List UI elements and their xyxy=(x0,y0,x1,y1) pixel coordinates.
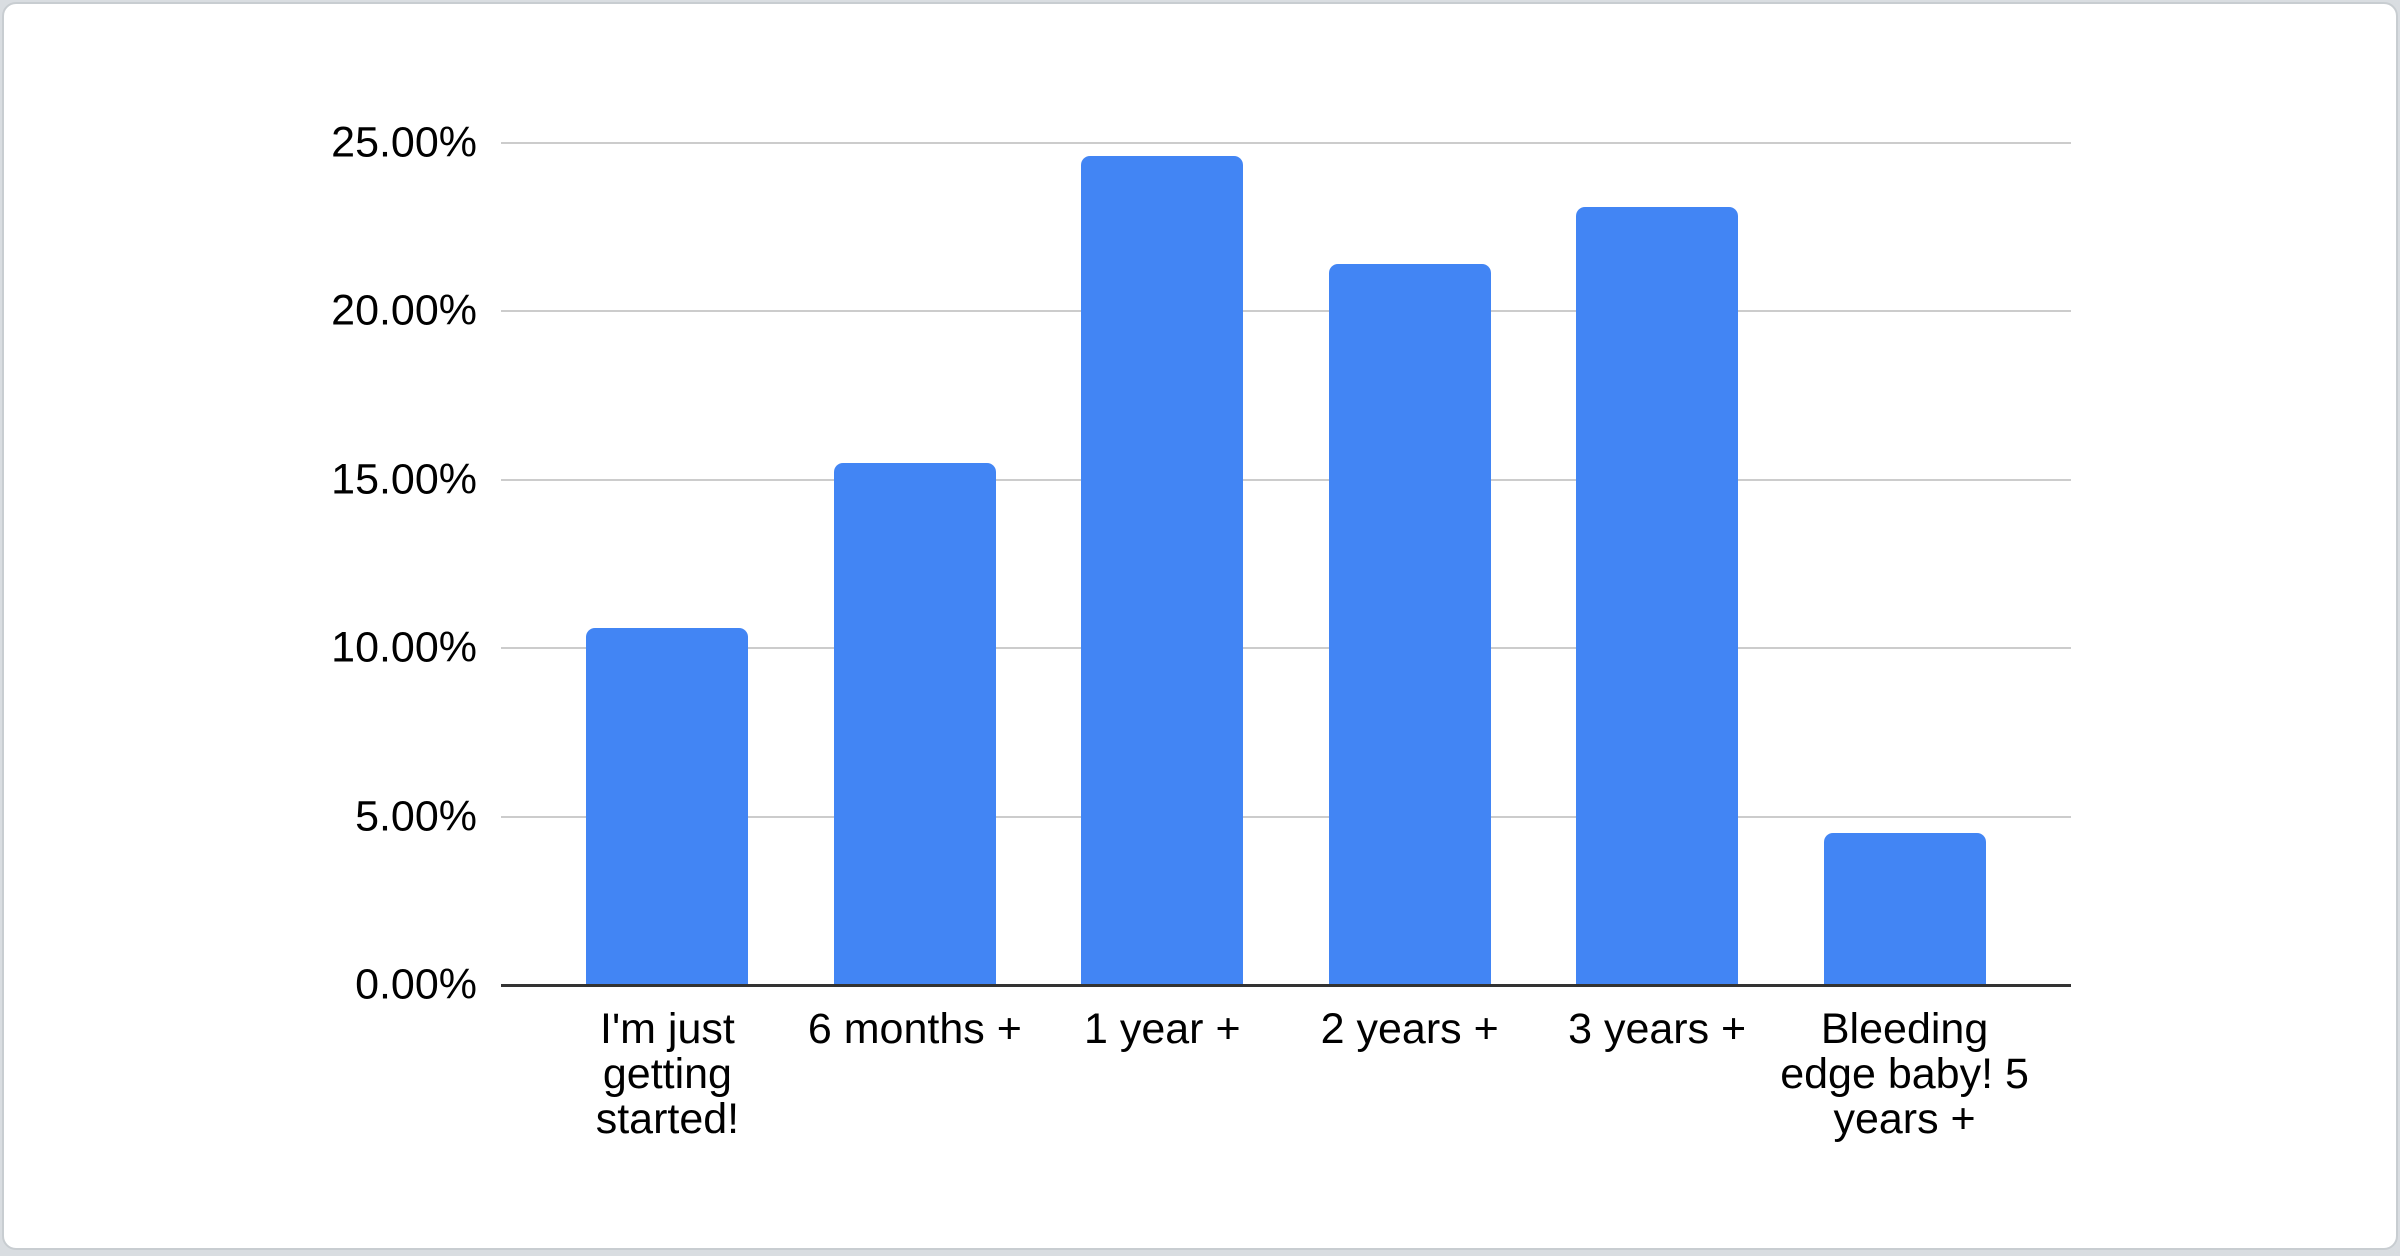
x-axis-category-label: 1 year + xyxy=(1083,1005,1241,1053)
gridline xyxy=(501,815,2071,818)
gridline xyxy=(501,142,2071,144)
bar[interactable] xyxy=(1328,264,1491,985)
bar[interactable] xyxy=(833,463,996,985)
y-axis-tick-label: 20.00% xyxy=(331,286,477,335)
y-axis-tick-label: 25.00% xyxy=(331,118,477,167)
x-axis-category-label: 3 years + xyxy=(1568,1005,1747,1053)
gridline xyxy=(501,310,2071,313)
x-axis-category-label: 6 months + xyxy=(807,1005,1022,1053)
bar-chart: 0.00% 5.00% 10.00% 15.00% 20.00% 25.00% I'm ju… xyxy=(4,4,2396,1248)
bar[interactable] xyxy=(586,628,749,985)
bar[interactable] xyxy=(1576,207,1739,985)
x-axis-line xyxy=(501,984,2071,987)
y-axis-tick-label: 5.00% xyxy=(355,792,477,841)
y-axis-tick-label: 10.00% xyxy=(331,623,477,672)
bar[interactable] xyxy=(1823,833,1986,985)
y-axis-tick-label: 15.00% xyxy=(331,455,477,504)
gridline xyxy=(501,478,2071,481)
bar[interactable] xyxy=(1081,156,1244,985)
gridline xyxy=(501,647,2071,650)
y-axis-tick-label: 0.00% xyxy=(355,960,477,1009)
x-axis-category-label: Bleeding edge baby! 5 years + xyxy=(1780,1005,2029,1143)
x-axis-category-label: I'm just getting started! xyxy=(595,1005,740,1143)
x-axis-category-label: 2 years + xyxy=(1320,1005,1499,1053)
